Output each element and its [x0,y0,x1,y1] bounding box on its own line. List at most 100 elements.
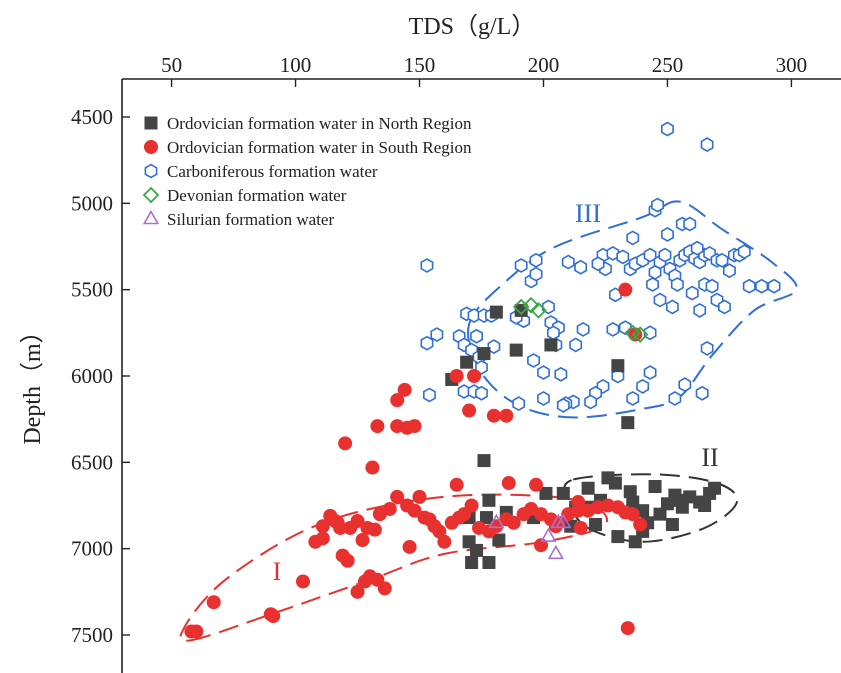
carboniferous-point [529,252,543,268]
carboniferous-point [660,226,674,242]
silurian-point [555,513,572,529]
carboniferous-point [626,230,640,246]
ordovician-north-point [708,481,722,495]
ordovician-south-point [397,382,412,397]
ordovician-north-point [611,359,625,373]
carboniferous-point [665,299,679,315]
silurian-point [488,513,505,529]
carboniferous-point [470,328,484,344]
ordovician-north-point [581,481,595,495]
legend-label: Ordovician formation water in South Regi… [167,138,472,157]
carboniferous-point [537,365,550,380]
carboniferous-point [556,397,570,413]
carboniferous-point [668,390,682,406]
ordovician-north-point [470,543,484,557]
legend-marker-carboniferous [144,163,158,179]
carboniferous-point [636,378,650,394]
ordovician-north-point [514,303,528,317]
carboniferous-point [611,368,625,384]
carboniferous-point [569,337,583,353]
carboniferous-point [420,258,434,273]
ordovician-south-point [449,477,464,492]
ordovician-south-point [506,515,521,530]
devonian-point [631,326,649,343]
ordovician-south-point [628,327,643,342]
ordovician-south-point [486,408,501,423]
ordovician-north-point [668,488,682,502]
ordovician-north-point [589,518,603,531]
carboniferous-point [626,390,640,406]
y-tick-label: 7000 [71,537,113,561]
carboniferous-point [653,292,667,308]
ordovician-south-point [340,553,355,568]
carboniferous-point [561,254,575,270]
carboniferous-point [651,197,665,213]
ordovician-north-point [698,499,712,513]
ordovician-south-point [390,489,405,504]
devonian-point [522,296,540,314]
ordovician-south-point [407,419,422,434]
legend-marker-silurian [142,209,160,225]
ordovician-south-point [315,531,330,546]
ordovician-south-point [449,369,464,383]
ordovician-south-point [377,581,392,596]
ordovician-north-point [611,530,625,544]
ordovician-south-point [367,522,382,537]
ordovician-south-point [402,539,417,554]
carboniferous-point [767,278,781,294]
region-label-i: I [273,557,282,586]
ordovician-north-point [683,490,697,504]
ordovician-north-point [492,533,506,547]
ordovician-north-point [482,555,496,569]
carboniferous-point [430,327,444,343]
carboniferous-point [646,277,660,292]
ordovician-north-point [601,471,615,485]
silurian-point [547,544,564,560]
ordovician-north-point [675,500,689,514]
ordovician-north-point [623,485,637,499]
ordovician-north-point [648,480,662,494]
ordovician-south-point [529,477,544,492]
y-tick-label: 4500 [71,105,113,129]
x-tick-label: 100 [280,53,312,77]
ordovician-north-point [477,454,491,468]
ordovician-south-point [382,501,397,516]
carboniferous-point [487,339,501,355]
ordovician-south-point [618,282,633,297]
legend-label: Ordovician formation water in North Regi… [167,114,472,133]
ordovician-south-point [266,609,281,624]
ordovician-north-point [626,495,640,509]
carboniferous-point [475,385,488,401]
carboniferous-point [755,278,769,294]
ordovician-south-point [501,476,516,491]
ordovician-south-point [633,517,648,532]
y-tick-label: 6500 [71,450,113,474]
carboniferous-point [700,137,714,153]
ordovician-north-point [653,507,667,521]
ordovician-south-point [573,520,588,535]
x-tick-label: 300 [776,53,808,77]
carboniferous-point [685,285,699,301]
y-tick-label: 6000 [71,364,113,388]
ordovician-north-point [482,493,496,507]
devonian-point [530,302,547,319]
ordovician-south-point [206,595,221,610]
carboniferous-point [742,278,756,294]
ordovician-south-point [464,498,479,513]
ordovician-north-point [628,535,642,549]
carboniferous-point [715,252,729,268]
y-tick-label: 7500 [71,623,113,647]
carboniferous-point [643,365,657,380]
ordovician-north-point [544,338,558,352]
carboniferous-point [658,247,672,263]
ordovician-south-point [370,419,385,434]
ordovician-south-point [355,533,370,548]
y-tick-label: 5000 [71,191,113,215]
ordovician-south-point [350,584,365,599]
ordovician-south-point [390,393,405,408]
legend-marker-devonian [142,186,160,204]
ordovician-south-point [620,621,635,636]
carboniferous-point [422,387,436,403]
carboniferous-point [643,325,657,341]
